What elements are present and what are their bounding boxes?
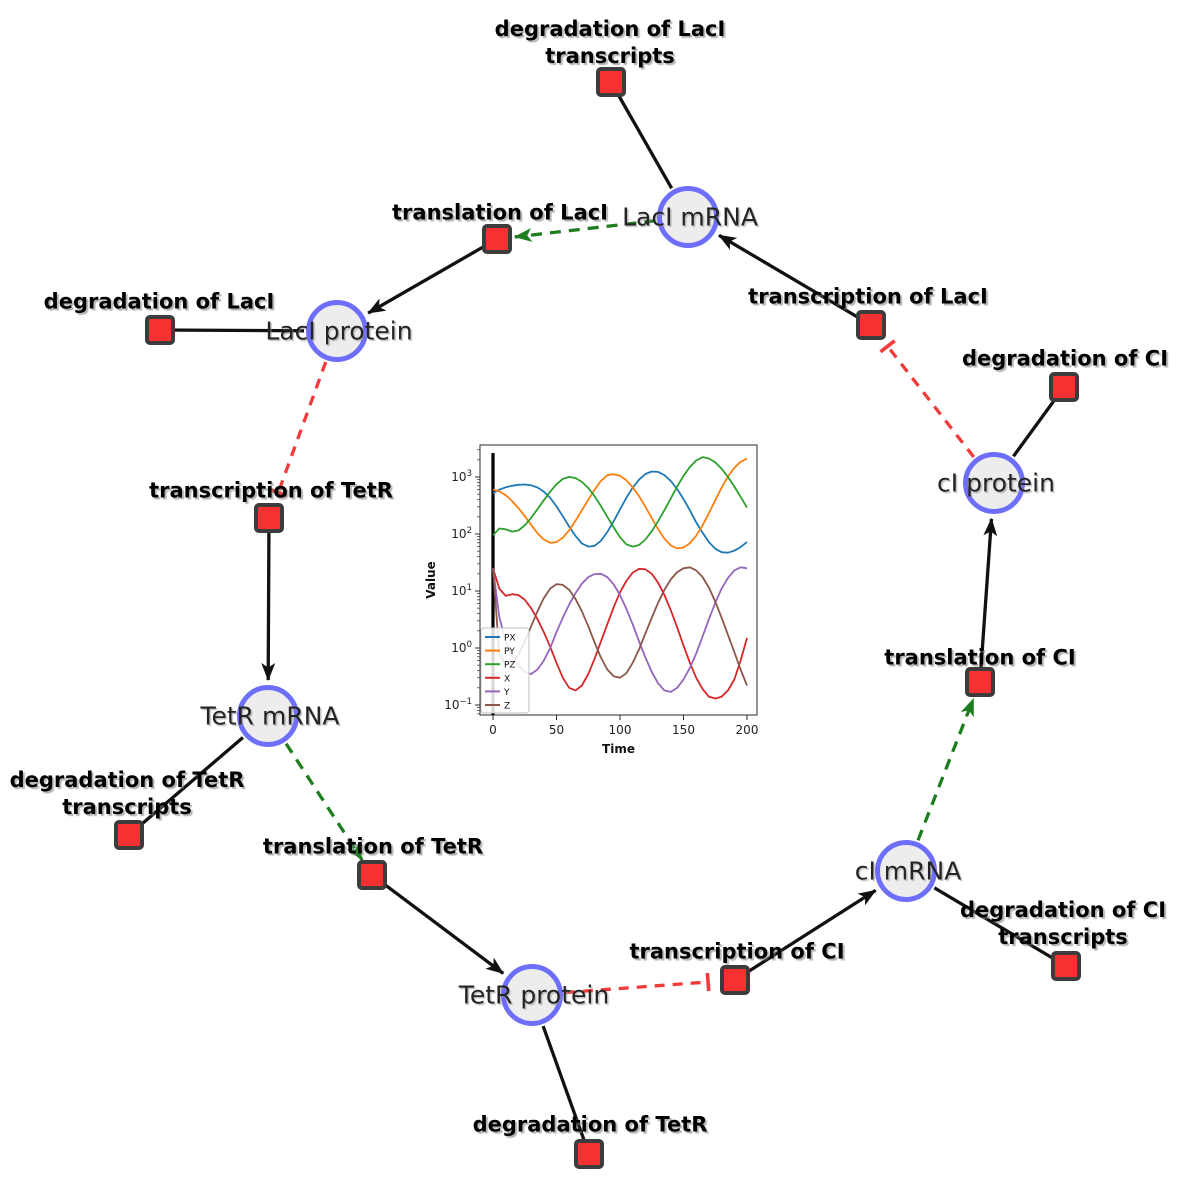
edge-inhibition-tetr-protein-to-transcription-ci bbox=[564, 972, 711, 995]
edge-consumption-laci-protein-to-deg-laci bbox=[159, 328, 305, 333]
legend-label-PZ: PZ bbox=[504, 661, 516, 671]
edge-inhibition-ci-protein-to-transcription-laci bbox=[879, 339, 976, 458]
edge-consumption-laci-mrna-to-deg-laci-transcripts bbox=[609, 81, 674, 190]
svg-text:200: 200 bbox=[736, 723, 759, 737]
svg-text:100: 100 bbox=[609, 723, 632, 737]
svg-text:150: 150 bbox=[672, 723, 695, 737]
legend-label-X: X bbox=[504, 674, 510, 684]
svg-text:102: 102 bbox=[451, 526, 472, 541]
legend-label-Z: Z bbox=[504, 702, 510, 712]
edge-inhibition-laci-protein-to-transcription-tetr bbox=[269, 361, 328, 498]
legend-label-PY: PY bbox=[504, 647, 515, 657]
reaction-node-transcription-laci[interactable] bbox=[856, 310, 886, 340]
edge-consumption-ci-mrna-to-deg-ci-transcripts bbox=[933, 886, 1067, 968]
reaction-node-translation-tetr[interactable] bbox=[357, 860, 387, 890]
reaction-node-deg-laci[interactable] bbox=[145, 315, 175, 345]
edge-production-translation-tetr-to-tetr-protein bbox=[371, 873, 505, 975]
reaction-node-deg-ci-transcripts[interactable] bbox=[1051, 951, 1081, 981]
svg-text:10−1: 10−1 bbox=[444, 697, 472, 712]
svg-text:50: 50 bbox=[549, 723, 564, 737]
x-axis-label: Time bbox=[602, 742, 635, 755]
species-node-ci-protein[interactable] bbox=[963, 452, 1025, 514]
inset-chart-svg: 103 102 101 100 10−1 0 50 100 150 200 Time Value PX P… bbox=[424, 444, 759, 756]
legend-label-PX: PX bbox=[504, 634, 516, 644]
edge-modifier-tetr-mrna-to-translation-tetr bbox=[284, 742, 364, 861]
edge-production-transcription-tetr-to-tetr-mrna bbox=[261, 517, 276, 682]
reaction-node-deg-tetr[interactable] bbox=[574, 1139, 604, 1169]
reaction-node-translation-laci[interactable] bbox=[482, 224, 512, 254]
simulation-inset-chart: 103 102 101 100 10−1 0 50 100 150 200 Time Value PX P… bbox=[424, 443, 770, 756]
species-node-laci-protein[interactable] bbox=[306, 300, 368, 362]
legend-label-Y: Y bbox=[503, 688, 510, 698]
svg-text:103: 103 bbox=[451, 469, 472, 484]
svg-text:0: 0 bbox=[489, 723, 497, 737]
edge-production-translation-ci-to-ci-protein bbox=[978, 517, 998, 683]
species-node-laci-mrna[interactable] bbox=[657, 186, 719, 248]
edge-production-transcription-laci-to-laci-mrna bbox=[718, 233, 872, 327]
edge-production-transcription-ci-to-ci-mrna bbox=[734, 888, 877, 982]
species-node-tetr-mrna[interactable] bbox=[237, 685, 299, 747]
y-axis-label: Value bbox=[425, 561, 438, 599]
svg-text:100: 100 bbox=[451, 640, 472, 655]
reaction-node-transcription-tetr[interactable] bbox=[254, 503, 284, 533]
edge-production-translation-laci-to-laci-protein bbox=[367, 237, 498, 315]
edge-modifier-laci-mrna-to-translation-laci bbox=[513, 219, 656, 242]
reaction-node-transcription-ci[interactable] bbox=[720, 965, 750, 995]
series-Z bbox=[492, 566, 748, 686]
species-node-tetr-protein[interactable] bbox=[501, 964, 563, 1026]
series-PY bbox=[492, 457, 748, 550]
reaction-node-deg-laci-transcripts[interactable] bbox=[596, 67, 626, 97]
edge-modifier-ci-mrna-to-translation-ci bbox=[916, 697, 975, 841]
edge-consumption-tetr-protein-to-deg-tetr bbox=[541, 1025, 591, 1155]
series-PX bbox=[492, 470, 748, 554]
svg-text:101: 101 bbox=[451, 583, 472, 598]
reaction-node-translation-ci[interactable] bbox=[965, 667, 995, 697]
series-PZ bbox=[492, 456, 748, 548]
species-node-ci-mrna[interactable] bbox=[875, 840, 937, 902]
edge-consumption-tetr-mrna-to-deg-tetr-transcripts bbox=[127, 736, 245, 837]
reaction-node-deg-tetr-transcripts[interactable] bbox=[114, 820, 144, 850]
series-Y bbox=[492, 566, 748, 693]
reaction-node-deg-ci[interactable] bbox=[1049, 372, 1079, 402]
